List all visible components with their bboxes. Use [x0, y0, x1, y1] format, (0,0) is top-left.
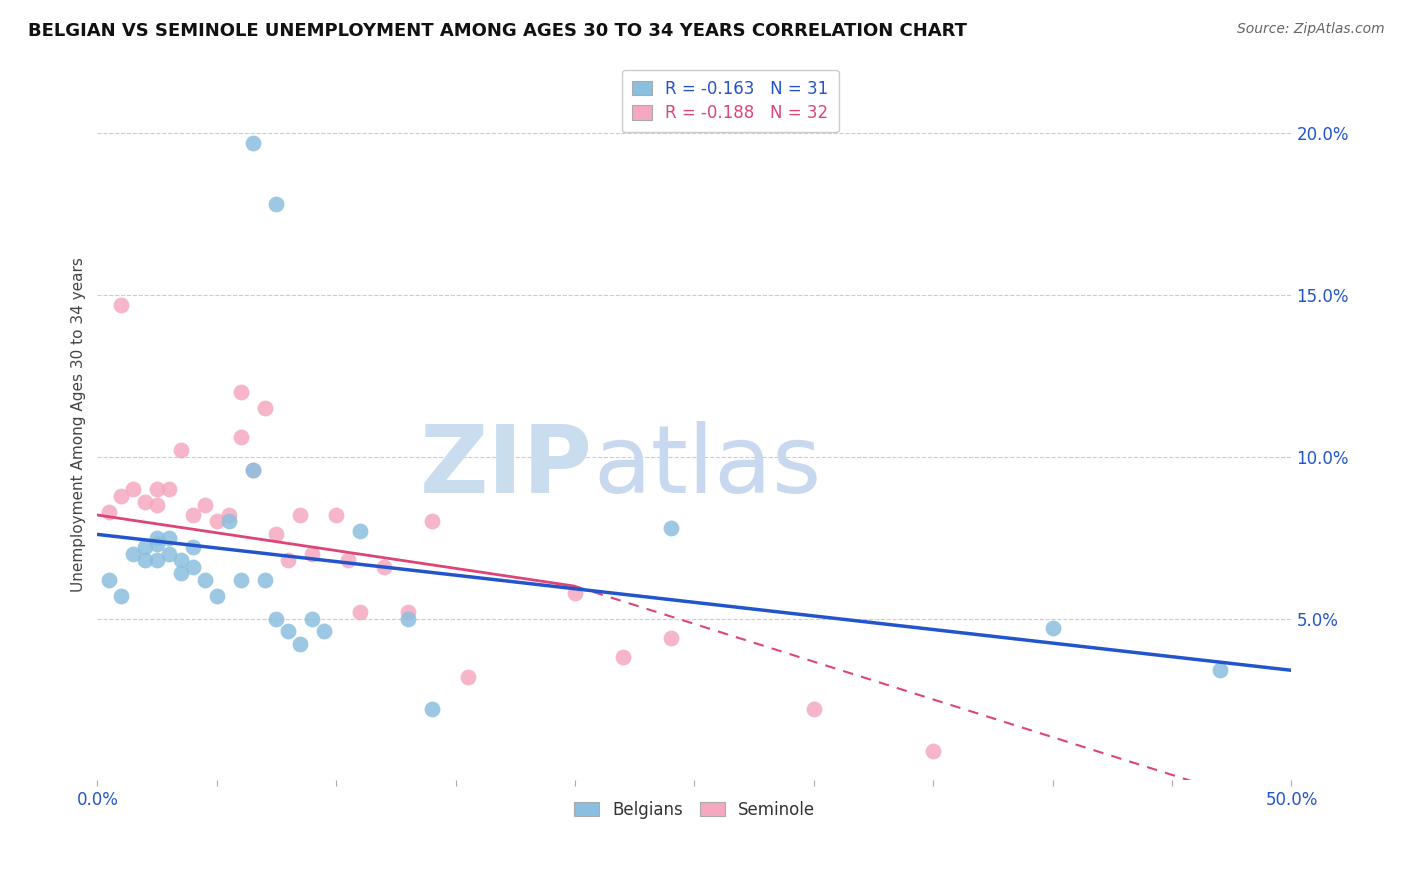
Point	[266, 611, 288, 625]
Point	[349, 524, 371, 538]
Point	[803, 702, 825, 716]
Point	[205, 589, 228, 603]
Point	[218, 515, 240, 529]
Point	[266, 527, 288, 541]
Point	[420, 702, 443, 716]
Point	[122, 482, 145, 496]
Text: Source: ZipAtlas.com: Source: ZipAtlas.com	[1237, 22, 1385, 37]
Point	[420, 515, 443, 529]
Point	[122, 547, 145, 561]
Point	[110, 589, 132, 603]
Y-axis label: Unemployment Among Ages 30 to 34 years: Unemployment Among Ages 30 to 34 years	[72, 257, 86, 592]
Point	[290, 508, 312, 522]
Point	[134, 541, 156, 555]
Point	[205, 515, 228, 529]
Point	[110, 489, 132, 503]
Point	[253, 573, 276, 587]
Point	[396, 611, 419, 625]
Point	[170, 566, 193, 581]
Point	[349, 605, 371, 619]
Point	[337, 553, 360, 567]
Point	[146, 537, 169, 551]
Point	[314, 624, 336, 639]
Point	[170, 443, 193, 458]
Point	[157, 482, 180, 496]
Point	[242, 463, 264, 477]
Text: ZIP: ZIP	[420, 421, 593, 513]
Point	[242, 136, 264, 150]
Point	[157, 531, 180, 545]
Point	[396, 605, 419, 619]
Point	[194, 498, 217, 512]
Point	[301, 611, 323, 625]
Point	[457, 670, 479, 684]
Text: atlas: atlas	[593, 421, 821, 513]
Point	[218, 508, 240, 522]
Point	[146, 482, 169, 496]
Point	[229, 573, 252, 587]
Point	[659, 631, 682, 645]
Point	[194, 573, 217, 587]
Point	[253, 401, 276, 416]
Legend: Belgians, Seminole: Belgians, Seminole	[567, 794, 821, 825]
Point	[612, 650, 634, 665]
Point	[277, 624, 299, 639]
Point	[1209, 663, 1232, 677]
Point	[301, 547, 323, 561]
Point	[146, 531, 169, 545]
Point	[181, 508, 204, 522]
Point	[229, 430, 252, 444]
Point	[564, 585, 586, 599]
Point	[98, 573, 121, 587]
Point	[373, 559, 395, 574]
Point	[266, 197, 288, 211]
Point	[922, 744, 945, 758]
Point	[1042, 621, 1064, 635]
Point	[659, 521, 682, 535]
Point	[157, 547, 180, 561]
Point	[181, 541, 204, 555]
Point	[98, 505, 121, 519]
Point	[242, 463, 264, 477]
Point	[110, 298, 132, 312]
Point	[181, 559, 204, 574]
Point	[325, 508, 347, 522]
Point	[146, 498, 169, 512]
Text: BELGIAN VS SEMINOLE UNEMPLOYMENT AMONG AGES 30 TO 34 YEARS CORRELATION CHART: BELGIAN VS SEMINOLE UNEMPLOYMENT AMONG A…	[28, 22, 967, 40]
Point	[146, 553, 169, 567]
Point	[277, 553, 299, 567]
Point	[170, 553, 193, 567]
Point	[290, 637, 312, 651]
Point	[134, 553, 156, 567]
Point	[229, 385, 252, 400]
Point	[134, 495, 156, 509]
